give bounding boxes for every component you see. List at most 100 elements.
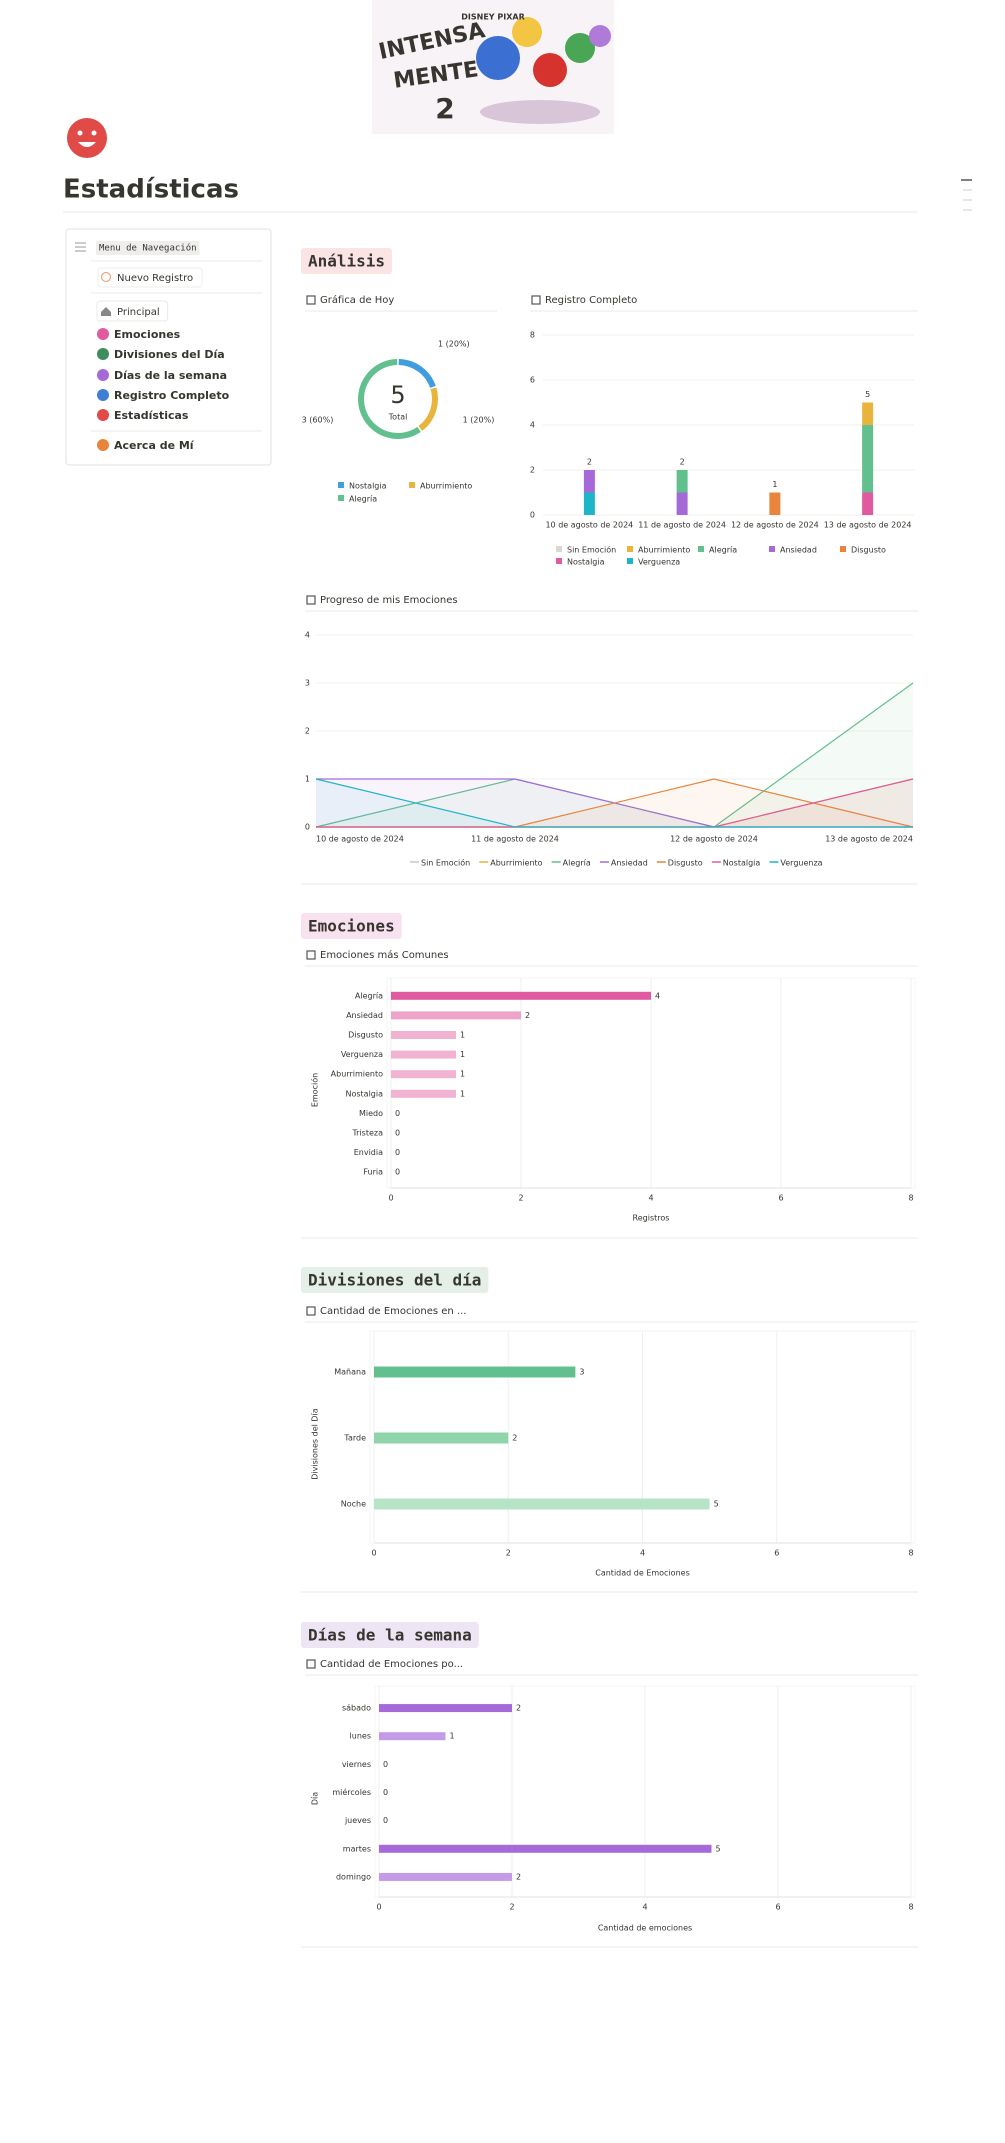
y-tick-label: Envidia (354, 1148, 383, 1157)
character (512, 17, 542, 47)
legend-swatch (556, 546, 562, 552)
legend-label: Sin Emoción (421, 858, 470, 868)
chart-icon (306, 1659, 316, 1669)
bar-segment (862, 402, 874, 425)
nav-link[interactable]: Emociones (114, 328, 181, 341)
x-tick-label: 2 (518, 1194, 523, 1203)
page-icon-eye (91, 130, 97, 136)
link-icon (97, 348, 109, 360)
bar (391, 1089, 456, 1098)
data-label: 1 (450, 1732, 455, 1741)
chart-title: Gráfica de Hoy (320, 294, 394, 306)
tab-bg[interactable] (96, 300, 169, 322)
x-tick-label: 12 de agosto de 2024 (731, 521, 819, 530)
bar (391, 1011, 521, 1020)
heading-bg (301, 1267, 489, 1293)
x-tick-label: 2 (506, 1549, 511, 1558)
data-label: 2 (516, 1704, 521, 1713)
data-label: 1 (460, 1050, 465, 1059)
x-axis-label: Cantidad de Emociones (595, 1569, 689, 1578)
y-tick-label: martes (343, 1844, 371, 1853)
data-label: 2 (512, 1434, 517, 1443)
bar (379, 1704, 512, 1713)
new-entry-button: Nuevo Registro (117, 273, 193, 284)
legend-label: Disgusto (668, 859, 703, 868)
y-tick-label: Nostalgia (345, 1089, 383, 1098)
legend-swatch (698, 546, 704, 552)
y-axis-label: Divisiones del Día (311, 1408, 320, 1479)
chart-title: Progreso de mis Emociones (320, 595, 458, 606)
legend-label: Aburrimiento (490, 859, 542, 868)
y-tick-label: 4 (305, 631, 310, 640)
bar (391, 1050, 456, 1059)
bar-segment (862, 492, 874, 515)
x-tick-label: 13 de agosto de 2024 (825, 835, 913, 844)
nav-link[interactable]: Divisiones del Día (114, 348, 225, 361)
legend-label: Verguenza (780, 859, 822, 868)
section-heading: Análisis (308, 252, 385, 271)
y-tick-label: jueves (344, 1816, 371, 1825)
x-tick-label: 10 de agosto de 2024 (316, 835, 404, 844)
x-tick-label: 8 (908, 1549, 913, 1558)
bar-segment (583, 470, 595, 493)
y-tick-label: sábado (342, 1704, 371, 1713)
y-tick-label: 2 (305, 727, 310, 736)
legend-label: Nostalgia (349, 482, 387, 491)
legend-label: Sin Emoción (567, 545, 616, 555)
y-tick-label: Miedo (359, 1109, 383, 1118)
y-axis-label: Emoción (310, 1073, 320, 1107)
bar (379, 1732, 446, 1741)
bar-segment (769, 492, 781, 515)
data-label: 5 (716, 1844, 721, 1853)
y-tick-label: Mañana (334, 1368, 366, 1377)
link-icon (97, 439, 109, 451)
character (533, 53, 567, 87)
data-label: 1 (20%) (463, 416, 495, 425)
y-tick-label: 0 (305, 823, 310, 832)
nav-link[interactable]: Estadísticas (114, 409, 189, 422)
x-tick-label: 4 (640, 1549, 645, 1558)
y-tick-label: 1 (305, 775, 310, 784)
total-label: 1 (772, 480, 777, 489)
bar (379, 1844, 712, 1853)
x-tick-label: 0 (371, 1549, 376, 1558)
data-label: 0 (383, 1788, 388, 1797)
link-icon (97, 328, 109, 340)
y-tick-label: 6 (530, 376, 535, 385)
nav-link[interactable]: Acerca de Mí (114, 439, 195, 452)
legend-label: Alegría (709, 546, 737, 555)
chart-icon (306, 595, 316, 605)
legend-swatch (627, 558, 633, 564)
line (315, 778, 913, 828)
legend-swatch (338, 482, 344, 488)
legend-swatch (338, 495, 344, 501)
x-axis-label: Registros (633, 1214, 670, 1223)
y-axis-label: Día (311, 1792, 320, 1805)
legend-swatch (556, 558, 562, 564)
data-label: 3 (60%) (302, 416, 334, 425)
bar (391, 1070, 456, 1079)
legend-label: Alegría (563, 859, 591, 868)
y-tick-label: 0 (530, 511, 535, 520)
bar-segment (676, 470, 688, 493)
legend-label: Aburrimiento (638, 546, 690, 555)
data-label: 1 (460, 1070, 465, 1079)
bar-segment (676, 492, 688, 515)
bar (391, 1031, 456, 1039)
nav-link[interactable]: Días de la semana (114, 369, 227, 382)
x-tick-label: 12 de agosto de 2024 (670, 835, 758, 844)
data-label: 3 (579, 1368, 584, 1377)
toc (961, 179, 972, 211)
y-tick-label: viernes (342, 1760, 371, 1769)
page-icon (67, 118, 107, 158)
donut-total-label: Total (388, 413, 408, 422)
legend-label: Ansiedad (780, 546, 817, 555)
button-bg[interactable] (97, 267, 203, 288)
y-tick-label: Noche (341, 1500, 366, 1509)
legend-label: Nostalgia (567, 558, 605, 567)
x-tick-label: 6 (774, 1549, 779, 1558)
nav-link[interactable]: Registro Completo (114, 389, 230, 402)
y-tick-label: Verguenza (341, 1050, 383, 1059)
